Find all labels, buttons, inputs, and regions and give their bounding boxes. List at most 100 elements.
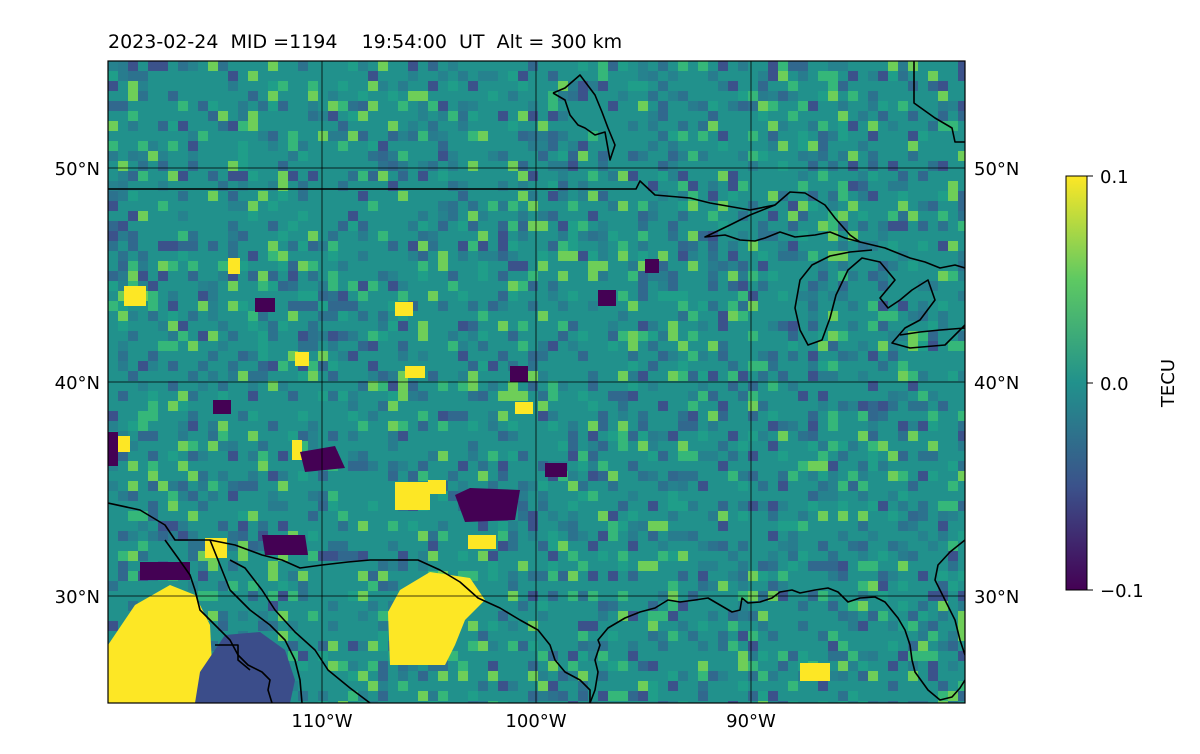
tec-cell (108, 141, 118, 151)
tec-cell (718, 521, 728, 531)
tec-cell (528, 101, 538, 111)
tec-cell (628, 261, 638, 271)
tec-cell (648, 531, 658, 541)
tec-cell (768, 621, 778, 631)
tec-cell (698, 61, 708, 71)
tec-cell (738, 541, 748, 551)
tec-cell (858, 411, 868, 421)
tec-cell (958, 471, 965, 481)
tec-cell (888, 471, 898, 481)
tec-cell (288, 551, 298, 561)
tec-cell (538, 691, 548, 701)
tec-cell (818, 371, 828, 381)
tec-cell (168, 361, 178, 371)
tec-cell (238, 141, 248, 151)
tec-cell (808, 291, 818, 301)
tec-cell (218, 321, 228, 331)
tec-cell (198, 471, 208, 481)
tec-cell (648, 661, 658, 671)
tec-cell (958, 431, 965, 441)
tec-cell (148, 291, 158, 301)
tec-cell (928, 121, 938, 131)
tec-cell (648, 181, 658, 191)
tec-cell (768, 191, 778, 201)
tec-cell (448, 81, 458, 91)
tec-cell (738, 61, 748, 71)
tec-cell (798, 141, 808, 151)
tec-cell (738, 101, 748, 111)
tec-cell (128, 451, 138, 461)
tec-cell (328, 231, 338, 241)
tec-cell (208, 611, 218, 621)
tec-cell (538, 611, 548, 621)
tec-cell (748, 651, 758, 661)
tec-cell (638, 61, 648, 71)
tec-cell (558, 181, 568, 191)
tec-cell (568, 661, 578, 671)
tec-cell (608, 661, 618, 671)
tec-cell (398, 371, 408, 381)
tec-cell (458, 351, 468, 361)
tec-cell (218, 471, 228, 481)
tec-cell (338, 261, 348, 271)
tec-cell (928, 321, 938, 331)
tec-cell (608, 521, 618, 531)
tec-cell (488, 421, 498, 431)
tec-cell (718, 461, 728, 471)
tec-cell (328, 331, 338, 341)
tec-cell (268, 61, 278, 71)
tec-cell (878, 551, 888, 561)
tec-cell (938, 351, 948, 361)
tec-cell (508, 451, 518, 461)
tec-cell (678, 241, 688, 251)
tec-cell (198, 101, 208, 111)
tec-cell (518, 161, 528, 171)
tec-cell (468, 321, 478, 331)
tec-cell (628, 151, 638, 161)
tec-cell (458, 221, 468, 231)
tec-cell (508, 331, 518, 341)
tec-cell (908, 211, 918, 221)
tec-cell (758, 261, 768, 271)
tec-cell (648, 601, 658, 611)
tec-cell (378, 641, 388, 651)
tec-cell (128, 601, 138, 611)
tec-cell (538, 541, 548, 551)
tec-cell (848, 101, 858, 111)
tec-cell (138, 481, 148, 491)
tec-cell (638, 681, 648, 691)
tec-cell (668, 131, 678, 141)
tec-cell (138, 151, 148, 161)
tec-cell (878, 321, 888, 331)
tec-cell (728, 271, 738, 281)
tec-cell (448, 491, 458, 501)
tec-cell (188, 371, 198, 381)
tec-cell (678, 551, 688, 561)
tec-cell (948, 101, 958, 111)
tec-cell (778, 641, 788, 651)
tec-cell (668, 71, 678, 81)
tec-cell (358, 491, 368, 501)
tec-cell (188, 541, 198, 551)
tec-cell (108, 151, 118, 161)
tec-cell (718, 131, 728, 141)
tec-cell (698, 141, 708, 151)
tec-cell (878, 651, 888, 661)
tec-cell (108, 421, 118, 431)
tec-cell (738, 231, 748, 241)
tec-cell (578, 621, 588, 631)
tec-cell (378, 121, 388, 131)
tec-cell (708, 511, 718, 521)
tec-cell (658, 401, 668, 411)
tec-cell (168, 301, 178, 311)
map-area (108, 61, 965, 703)
tec-cell (468, 131, 478, 141)
tec-cell (208, 351, 218, 361)
tec-cell (248, 121, 258, 131)
tec-cell (678, 411, 688, 421)
tec-cell (688, 371, 698, 381)
tec-cell (778, 121, 788, 131)
tec-cell (688, 181, 698, 191)
tec-cell (268, 81, 278, 91)
tec-cell (668, 601, 678, 611)
